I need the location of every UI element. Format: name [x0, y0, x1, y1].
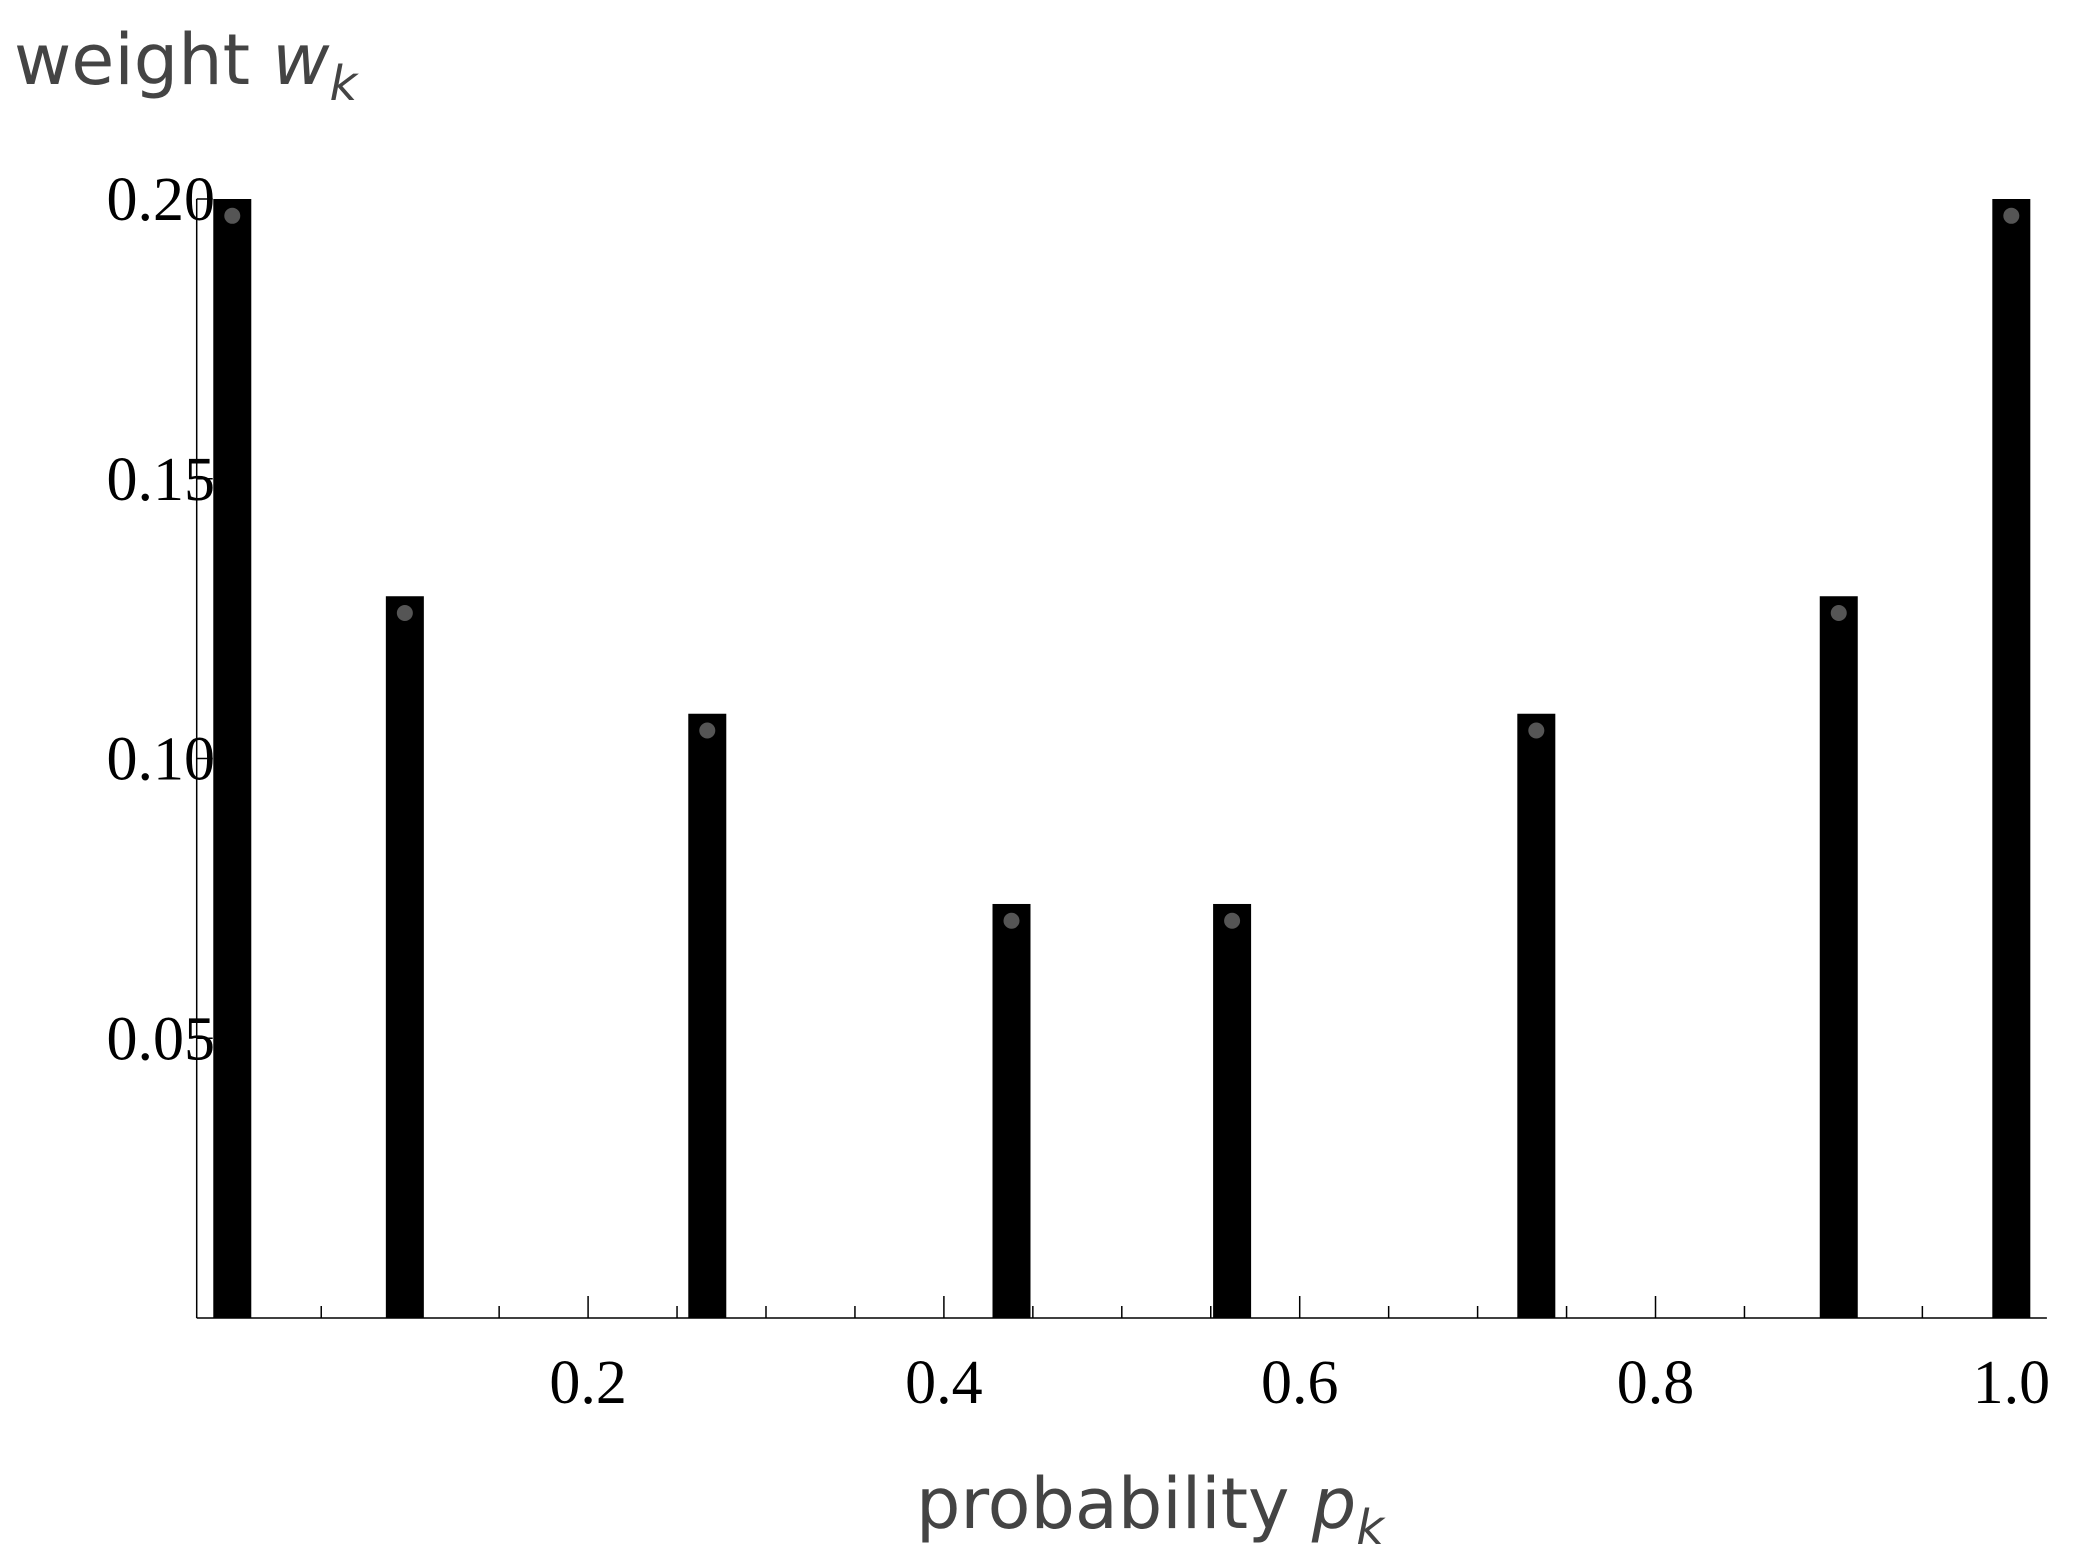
x-label-sub: k [1356, 1500, 1386, 1556]
point [1528, 722, 1545, 739]
y-tick-label: 0.20 [107, 166, 216, 234]
bar [213, 199, 252, 1318]
point [1830, 605, 1847, 622]
x-label-text: probability [916, 1463, 1289, 1545]
x-label-var: p [1311, 1463, 1356, 1545]
y-label-var: w [272, 19, 330, 101]
x-tick-label: 1.0 [1973, 1349, 2051, 1417]
bar [688, 713, 727, 1318]
x-tick-label: 0.4 [905, 1349, 983, 1417]
y-label-text: weight [14, 19, 250, 101]
y-label-sub: k [330, 56, 360, 112]
y-tick-label: 0.15 [107, 446, 216, 514]
bar [1213, 903, 1252, 1318]
bar [385, 596, 424, 1318]
y-tick-label: 0.05 [107, 1005, 216, 1073]
x-tick-label: 0.6 [1261, 1349, 1339, 1417]
point [224, 207, 241, 224]
point [1003, 912, 1020, 929]
point [1224, 912, 1241, 929]
y-axis-label: weight wk [14, 19, 360, 112]
x-tick-label: 0.8 [1617, 1349, 1695, 1417]
point [2003, 207, 2020, 224]
y-tick-label: 0.10 [107, 726, 216, 794]
bar [1992, 199, 2031, 1318]
x-axis-label: probability pk [916, 1463, 1386, 1556]
bar [992, 903, 1031, 1318]
bar [1517, 713, 1556, 1318]
x-tick-label: 0.2 [549, 1349, 627, 1417]
bar [1819, 596, 1858, 1318]
point [699, 722, 716, 739]
point [396, 605, 413, 622]
